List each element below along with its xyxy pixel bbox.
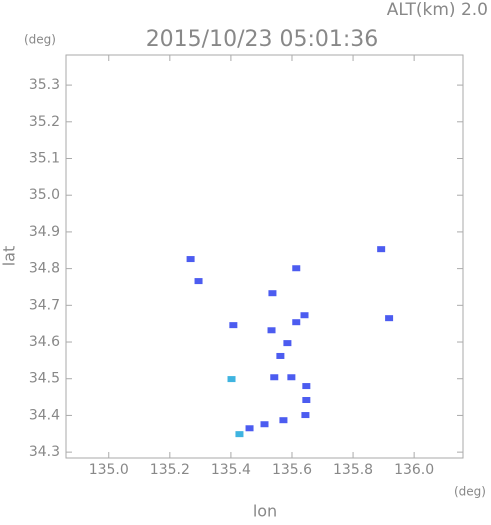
x-tick-label: 135.4 (211, 462, 251, 478)
x-unit: (deg) (454, 485, 486, 499)
echo (287, 374, 296, 381)
echo (260, 421, 269, 428)
y-tick-label: 35.2 (29, 114, 60, 130)
echo (292, 265, 301, 272)
x-axis-label: lon (253, 502, 277, 521)
echo (302, 397, 311, 404)
y-tick-label: 35.1 (29, 151, 60, 167)
echo (301, 412, 310, 419)
echo (377, 246, 386, 253)
echo (227, 376, 236, 383)
echo (194, 278, 203, 285)
y-tick-label: 34.9 (29, 224, 60, 240)
echo (283, 340, 292, 347)
x-tick-label: 135.2 (150, 462, 190, 478)
x-tick-label: 135.8 (333, 462, 373, 478)
y-tick-label: 34.6 (29, 334, 60, 350)
echo (270, 374, 279, 381)
echo (292, 319, 301, 326)
y-tick-label: 34.7 (29, 297, 60, 313)
y-tick-label: 34.5 (29, 371, 60, 387)
y-tick-label: 34.4 (29, 407, 60, 423)
echo (268, 290, 277, 297)
echo (302, 383, 311, 390)
echo (276, 352, 285, 359)
y-tick-label: 34.3 (29, 444, 60, 460)
echo (235, 431, 244, 438)
x-tick-label: 135.6 (272, 462, 312, 478)
chart-title: 2015/10/23 05:01:36 (146, 27, 379, 52)
echo (385, 315, 394, 322)
y-unit: (deg) (24, 33, 56, 47)
altitude-label: ALT(km) 2.0 (387, 0, 488, 20)
y-tick-label: 35.0 (29, 187, 60, 203)
echo (300, 312, 309, 319)
y-axis-label: lat (0, 246, 19, 267)
echo (279, 417, 288, 424)
echo (186, 256, 195, 263)
plot-frame (65, 54, 464, 459)
echo (245, 425, 254, 432)
x-tick-label: 135.0 (89, 462, 129, 478)
x-tick-label: 136.0 (394, 462, 434, 478)
echo (267, 327, 276, 334)
echo (229, 322, 238, 329)
y-tick-label: 34.8 (29, 261, 60, 277)
y-tick-label: 35.3 (29, 77, 60, 93)
